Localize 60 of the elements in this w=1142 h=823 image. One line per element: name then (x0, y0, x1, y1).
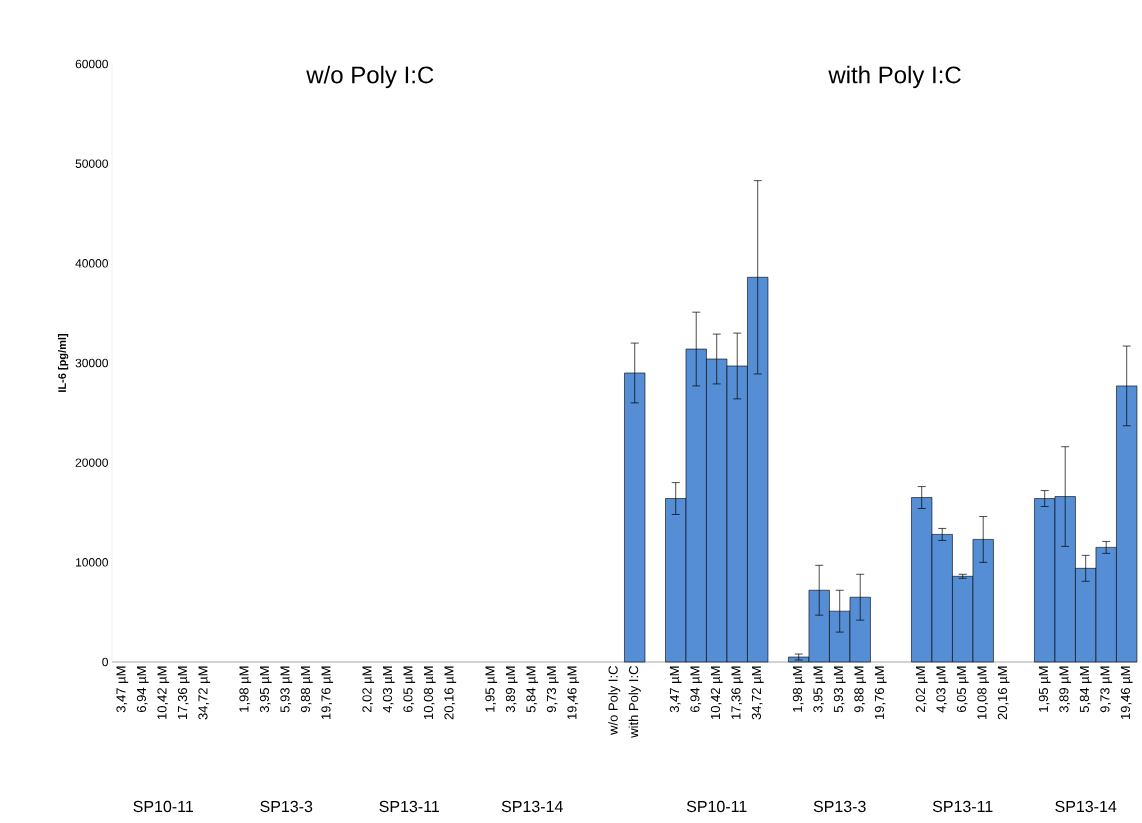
text: SP13-14 (501, 800, 563, 813)
x-tick-label: 2,02 µM (362, 666, 375, 713)
text: SP13-3 (813, 800, 866, 813)
y-tick-label: 60000 (75, 59, 108, 69)
x-tick-label: 9,73 µM (1100, 666, 1113, 713)
y-tick-label: 50000 (75, 159, 108, 168)
x-tick-label: 17,36 µM (731, 666, 744, 720)
x-tick-label: 19,76 µM (874, 666, 887, 720)
x-tick-label: 10,08 µM (977, 666, 990, 720)
x-tick-label: 9,88 µM (300, 666, 313, 713)
text: SP13-14 (1055, 800, 1117, 813)
x-tick-label: 10,42 µM (710, 666, 723, 720)
x-tick-label: 5,84 µM (526, 666, 539, 713)
x-tick-label: 3,95 µM (813, 666, 826, 713)
x-tick-label: 6,05 µM (403, 666, 416, 713)
x-tick-label: 19,46 µM (1120, 666, 1133, 720)
x-tick-label: 34,72 µM (751, 666, 764, 720)
x-tick-label: 17,36 µM (177, 666, 190, 720)
x-tick-label: with Poly I:C (628, 666, 641, 738)
annotation: with Poly I:C (828, 65, 961, 89)
text: SP13-3 (260, 800, 313, 813)
y-tick-label: 0 (102, 657, 109, 667)
x-tick-label: 19,46 µM (567, 666, 580, 720)
y-tick-label: 30000 (75, 358, 108, 368)
x-tick-label: w/o Poly I:C (608, 666, 621, 735)
x-tick-label: 6,94 µM (136, 666, 149, 713)
text: SP10-11 (133, 800, 193, 813)
x-tick-label: 1,95 µM (1038, 666, 1051, 712)
x-tick-label: 1,98 µM (792, 666, 805, 712)
x-tick-label: 4,03 µM (936, 666, 949, 713)
x-tick-label: 3,95 µM (259, 666, 272, 713)
x-tick-label: 9,73 µM (546, 666, 559, 713)
x-tick-label: 3,89 µM (505, 666, 518, 713)
x-tick-label: 6,94 µM (690, 666, 703, 713)
x-tick-label: 2,02 µM (915, 666, 928, 713)
x-tick-label: 34,72 µM (198, 666, 211, 720)
y-tick-label: 10000 (76, 558, 108, 567)
y-tick-label: 20000 (75, 458, 108, 467)
x-tick-label: 4,03 µM (382, 666, 395, 713)
x-tick-label: 10,08 µM (423, 666, 436, 720)
y-tick-label: 40000 (75, 259, 108, 268)
x-tick-label: 3,89 µM (1059, 666, 1072, 713)
text: SP13-11 (932, 800, 993, 813)
x-tick-label: 1,95 µM (485, 666, 498, 712)
x-tick-label: 9,88 µM (854, 666, 867, 713)
text: SP10-11 (686, 800, 747, 813)
x-tick-label: 20,16 µM (444, 666, 457, 720)
text: SP13-11 (379, 800, 439, 813)
x-tick-label: 5,93 µM (833, 666, 846, 713)
x-tick-label: 3,47 µM (669, 666, 682, 713)
annotation: w/o Poly I:C (306, 65, 434, 89)
x-tick-label: 20,16 µM (997, 666, 1010, 720)
x-tick-label: 10,42 µM (157, 666, 170, 720)
x-tick-label: 19,76 µM (321, 666, 334, 720)
x-tick-label: 5,93 µM (280, 666, 293, 713)
x-tick-label: 5,84 µM (1079, 666, 1092, 713)
x-tick-label: 6,05 µM (956, 666, 969, 713)
x-tick-label: 1,98 µM (239, 666, 252, 712)
y-axis-title: IL-6 [pg/ml] (57, 333, 69, 392)
x-tick-label: 3,47 µM (116, 666, 129, 713)
